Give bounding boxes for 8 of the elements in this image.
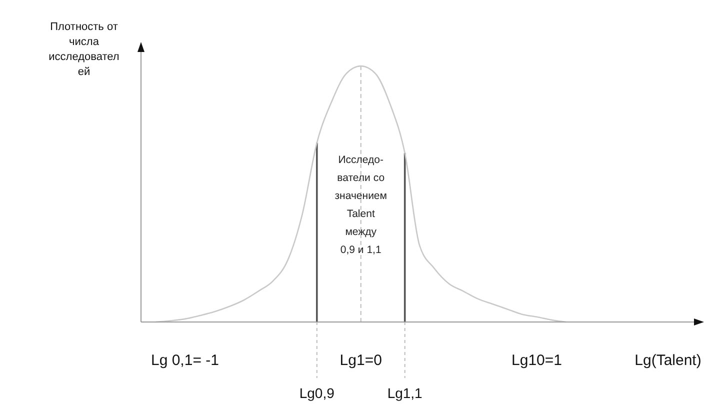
y-axis-title: Плотность от числа исследовател ей	[48, 21, 120, 78]
x-tick-label: Lg10=1	[512, 352, 562, 369]
annotation: Исследо- ватели со значением Talent между 0,9 и 1,1	[334, 154, 387, 256]
x-tick-label: Lg1=0	[340, 352, 382, 369]
x-tick-label: Lg1,1	[387, 385, 423, 401]
x-axis-title: Lg(Talent)	[634, 352, 702, 369]
x-tick-label: Lg0,9	[299, 385, 335, 401]
x-tick-label: Lg 0,1= -1	[150, 352, 219, 369]
